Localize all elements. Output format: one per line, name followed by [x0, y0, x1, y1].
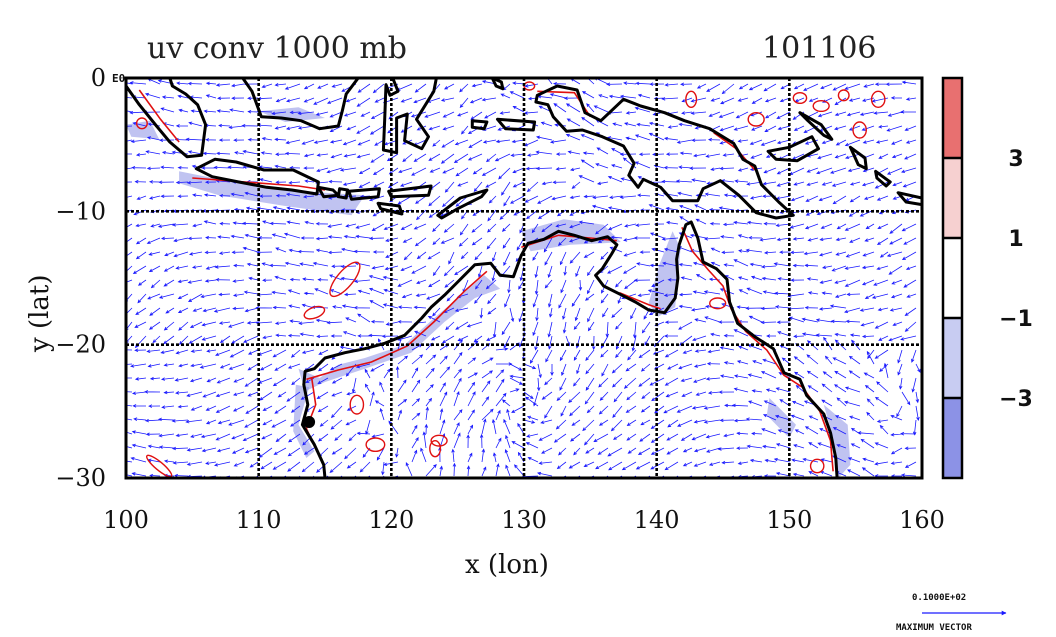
colorbar-label: 1	[1008, 227, 1023, 252]
colorbar-segment	[943, 238, 962, 318]
positive-contour-loop	[146, 454, 173, 478]
coastline-segment	[766, 135, 820, 163]
colorbar-label: 3	[1008, 147, 1023, 172]
chart-date-label: 101106	[762, 31, 877, 66]
coastline	[126, 78, 922, 478]
coastline-segment	[896, 191, 922, 207]
positive-contour-loop	[747, 111, 765, 127]
positive-contour-loop	[430, 434, 448, 447]
colorbar-segment	[943, 398, 962, 478]
negative-convergence-patch	[298, 275, 501, 392]
y-tick-label: −20	[55, 331, 106, 359]
x-tick-label: 130	[501, 506, 547, 534]
colorbar-segment	[943, 318, 962, 398]
x-tick-label: 100	[103, 506, 149, 534]
colorbar: 3 1 −1 −3	[941, 76, 1033, 480]
colorbar-label: −3	[999, 387, 1033, 412]
colorbar-frame	[941, 76, 964, 480]
y-tick-label: −30	[55, 464, 106, 492]
plot-area	[124, 76, 924, 480]
x-tick-label: 160	[899, 506, 945, 534]
plot-frame	[124, 76, 924, 480]
positive-contour-loop	[365, 437, 386, 453]
positive-contour-line	[619, 291, 661, 310]
x-tick-label: 110	[236, 506, 282, 534]
coastline-segment	[470, 119, 489, 131]
negative-convergence-patch	[179, 171, 365, 216]
positive-contour-line	[138, 89, 180, 143]
chart-title: uv conv 1000 mb	[147, 31, 407, 66]
coastline-segment	[336, 187, 350, 200]
coastline-segment	[496, 117, 537, 132]
coastline-segment	[300, 220, 839, 478]
island-marker	[303, 416, 316, 428]
y-tick-label: −10	[55, 197, 106, 225]
coastline-segment	[436, 188, 489, 220]
vector-legend-label: MAXIMUM VECTOR	[896, 623, 972, 633]
colorbar-label: −1	[999, 307, 1033, 332]
positive-contour-loop	[303, 305, 326, 320]
positive-contour-loop	[852, 121, 867, 139]
negative-convergence-patch	[258, 107, 325, 122]
colorbar-segment	[943, 78, 962, 158]
positive-contour-loop	[135, 117, 148, 130]
positive-contour-loop	[329, 261, 361, 298]
positive-contour-loop	[709, 297, 727, 310]
x-axis-label: x (lon)	[465, 550, 549, 580]
coastline-segment	[490, 78, 505, 91]
x-axis-ticks: 100 110 120 130 140 150 160	[103, 506, 945, 534]
coastline-segment	[381, 78, 438, 155]
positive-contour-loop	[870, 90, 886, 109]
positive-contour-loop	[809, 458, 825, 474]
positive-contour-loop	[837, 89, 850, 102]
x-tick-label: 120	[368, 506, 414, 534]
positive-contour-loop	[792, 91, 808, 105]
positive-contour-loop	[685, 90, 698, 109]
negative-convergence-patch	[293, 384, 315, 458]
y-tick-label: 0	[91, 64, 106, 92]
vector-legend-value: 0.1000E+02	[912, 593, 966, 603]
x-tick-label: 150	[766, 506, 812, 534]
positive-contour-loop	[349, 394, 365, 415]
positive-contour-line	[306, 270, 488, 381]
positive-contour-line	[681, 226, 834, 472]
y-top-suffix: E0	[112, 72, 125, 85]
colorbar-segment	[943, 158, 962, 238]
coastline-segment	[798, 111, 834, 141]
y-axis-ticks: 0 −10 −20 −30	[55, 64, 106, 492]
y-axis-label: y (lat)	[25, 274, 55, 353]
grid-lines	[126, 78, 922, 478]
positive-contour-line	[192, 177, 326, 191]
x-tick-label: 140	[634, 506, 680, 534]
coastline-segment	[534, 84, 795, 220]
positive-contour-loop	[429, 439, 442, 458]
coastline-segment	[874, 169, 892, 188]
coastline-segment	[126, 78, 208, 159]
coastline-segment	[347, 187, 381, 201]
positive-contour-loop	[812, 99, 830, 113]
vector-legend: 0.1000E+02 MAXIMUM VECTOR	[896, 593, 1007, 633]
coastline-segment	[848, 145, 868, 171]
negative-convergence-patch	[823, 404, 851, 478]
